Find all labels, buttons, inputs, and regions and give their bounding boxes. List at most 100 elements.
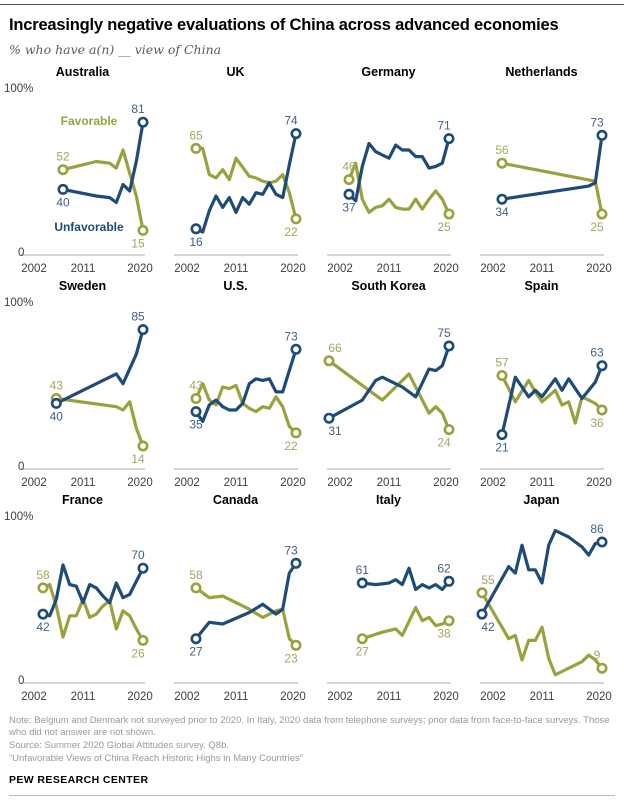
unfavorable-end-value: 71 — [437, 119, 451, 133]
favorable-start-marker — [495, 370, 507, 382]
favorable-start-marker — [476, 587, 487, 599]
x-tick-2011: 2011 — [529, 263, 554, 275]
x-tick-2011: 2011 — [70, 263, 95, 275]
x-tick-2002: 2002 — [21, 477, 47, 489]
unfavorable-start-value: 42 — [481, 620, 495, 634]
unfavorable-start-value: 16 — [189, 235, 203, 249]
favorable-start-marker — [356, 633, 368, 645]
y-axis-max-label: 100% — [4, 83, 34, 95]
x-tick-2002: 2002 — [480, 691, 506, 703]
chart-cell-japan: Japan 2002 2011 2020 55 9 42 86 — [465, 493, 618, 707]
favorable-end-value: 9 — [593, 648, 600, 662]
x-tick-2002: 2002 — [327, 263, 353, 275]
unfavorable-line — [60, 120, 145, 205]
unfavorable-end-marker — [596, 129, 608, 141]
unfavorable-line — [346, 136, 451, 203]
favorable-start-marker — [56, 164, 68, 176]
chart-cell-south-korea: South Korea 2002 2011 2020 66 24 31 75 — [312, 279, 465, 493]
footnotes: Note: Belgium and Denmark not surveyed p… — [9, 715, 615, 765]
country-title-australia: Australia — [55, 65, 110, 79]
unfavorable-start-marker — [495, 193, 507, 205]
country-title-us: U.S. — [223, 279, 248, 293]
x-tick-2020: 2020 — [127, 691, 153, 703]
unfavorable-start-marker — [50, 397, 62, 409]
x-tick-2002: 2002 — [174, 691, 200, 703]
favorable-end-value: 36 — [590, 416, 604, 430]
unfavorable-end-value: 70 — [131, 548, 145, 562]
unfavorable-start-marker — [56, 183, 68, 195]
unfavorable-end-marker — [290, 557, 302, 569]
x-tick-2020: 2020 — [280, 691, 306, 703]
unfavorable-end-marker — [137, 324, 149, 336]
line-chart-netherlands: 2002 2011 2020 56 25 34 73 — [479, 115, 611, 275]
y-axis-max-label: 100% — [4, 297, 34, 309]
y-axis-min-label: 0 — [18, 247, 25, 259]
unfavorable-end-value: 73 — [284, 329, 298, 343]
x-tick-2011: 2011 — [70, 691, 95, 703]
unfavorable-legend-label: Unfavorable — [54, 220, 124, 234]
unfavorable-start-marker — [495, 429, 507, 441]
line-chart-canada: 2002 2011 2020 58 23 27 73 — [173, 543, 306, 703]
footnote-line-2: Source: Summer 2020 Global Attitudes sur… — [9, 739, 230, 751]
unfavorable-end-value: 73 — [590, 115, 604, 129]
favorable-end-value: 22 — [284, 225, 298, 239]
unfavorable-start-value: 35 — [189, 418, 203, 432]
chart-cell-netherlands: Netherlands 2002 2011 2020 56 25 34 73 — [465, 65, 618, 279]
favorable-line — [193, 586, 298, 647]
x-tick-2002: 2002 — [174, 263, 200, 275]
favorable-start-marker — [495, 157, 507, 169]
unfavorable-end-value: 81 — [131, 102, 145, 116]
country-title-germany: Germany — [361, 65, 416, 79]
footnote-line-3: “Unfavorable Views of China Reach Histor… — [9, 752, 303, 764]
country-title-netherlands: Netherlands — [505, 65, 578, 79]
favorable-start-marker — [189, 393, 201, 405]
favorable-end-marker — [596, 404, 608, 416]
favorable-end-marker — [443, 615, 455, 627]
charts-grid: Australia 100% 0 2002 2011 2020 52 15 40 81 Favora… — [0, 65, 624, 707]
x-tick-2002: 2002 — [174, 477, 200, 489]
unfavorable-end-marker — [596, 536, 608, 548]
x-tick-2020: 2020 — [127, 477, 153, 489]
favorable-start-marker — [323, 355, 334, 367]
x-tick-2011: 2011 — [223, 691, 248, 703]
x-tick-2002: 2002 — [327, 691, 353, 703]
favorable-end-marker — [137, 224, 149, 236]
line-chart-france: 2002 2011 2020 58 26 42 70 — [20, 548, 153, 703]
unfavorable-end-marker — [443, 340, 455, 352]
favorable-start-value: 58 — [36, 568, 50, 582]
chart-row-3: France 100% 0 2002 2011 2020 58 26 42 70 Canada 200… — [4, 493, 618, 707]
y-axis-max-label: 100% — [4, 511, 34, 523]
line-chart-uk: 2002 2011 2020 65 22 16 74 — [173, 114, 305, 275]
x-tick-2011: 2011 — [70, 477, 95, 489]
favorable-line — [60, 148, 145, 232]
favorable-end-marker — [290, 213, 302, 225]
unfavorable-start-marker — [323, 412, 334, 424]
favorable-line — [193, 146, 298, 221]
favorable-end-value: 15 — [131, 236, 145, 250]
favorable-end-marker — [137, 440, 149, 452]
favorable-end-marker — [290, 427, 302, 439]
chart-cell-germany: Germany 2002 2011 2020 46 25 37 71 — [312, 65, 465, 279]
favorable-start-value: 57 — [495, 356, 509, 370]
unfavorable-end-marker — [443, 133, 455, 145]
country-title-uk: UK — [226, 65, 245, 79]
country-title-south-korea: South Korea — [351, 279, 426, 293]
favorable-end-value: 23 — [284, 651, 298, 665]
x-tick-2020: 2020 — [433, 263, 459, 275]
x-tick-2020: 2020 — [586, 477, 612, 489]
unfavorable-end-value: 63 — [590, 346, 604, 360]
unfavorable-end-marker — [290, 128, 302, 140]
unfavorable-end-marker — [443, 575, 455, 587]
unfavorable-line — [479, 528, 604, 616]
favorable-start-value: 58 — [189, 568, 203, 582]
favorable-end-marker — [137, 634, 149, 646]
unfavorable-line — [499, 133, 604, 201]
unfavorable-start-marker — [342, 188, 354, 200]
unfavorable-start-marker — [476, 608, 487, 620]
unfavorable-line — [193, 131, 298, 234]
favorable-end-marker — [596, 208, 608, 220]
unfavorable-line — [360, 566, 451, 592]
x-tick-2002: 2002 — [480, 263, 506, 275]
unfavorable-end-value: 85 — [131, 310, 145, 324]
x-tick-2011: 2011 — [376, 691, 401, 703]
